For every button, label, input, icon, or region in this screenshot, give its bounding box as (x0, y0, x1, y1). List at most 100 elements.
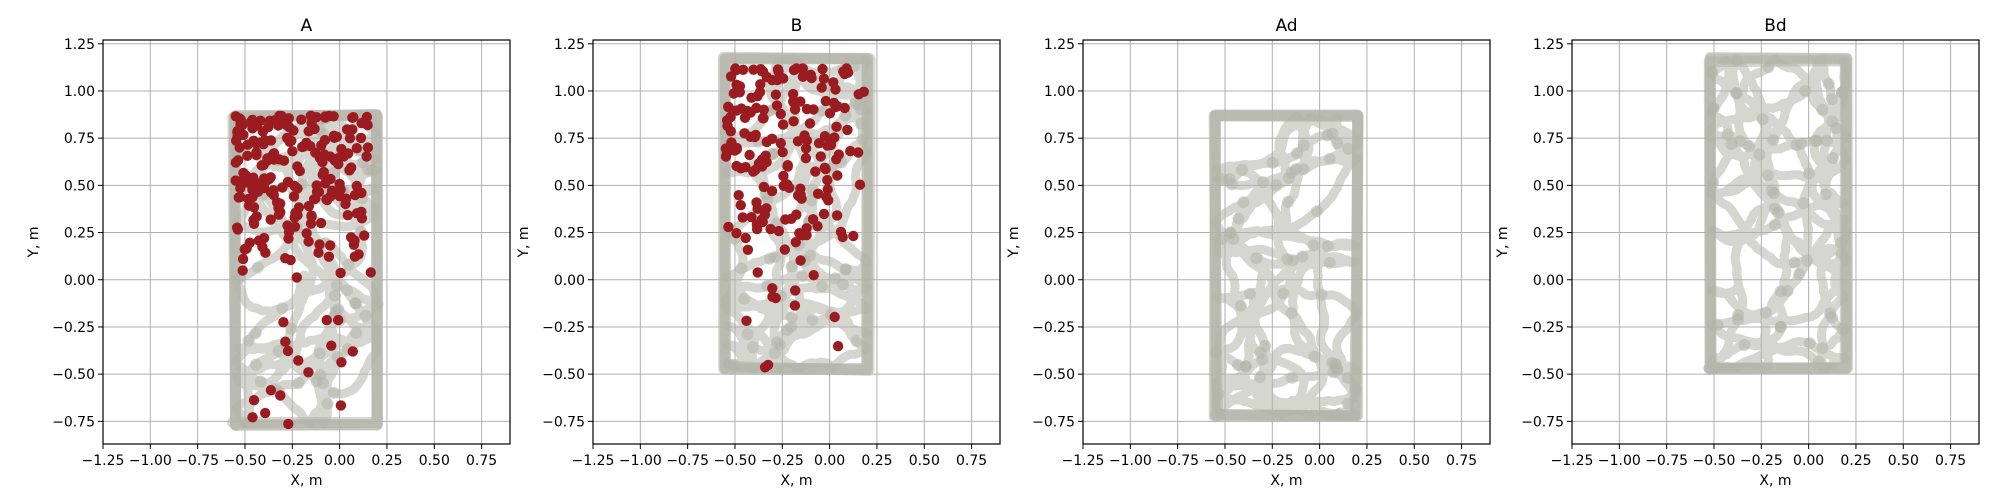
trajectory-point (1212, 387, 1225, 400)
highlight-point (349, 189, 361, 201)
highlight-point (351, 143, 362, 154)
x-tick-label: 0.75 (956, 453, 987, 469)
y-tick-label: 1.00 (1044, 84, 1075, 100)
x-tick-label: 0.25 (371, 453, 402, 469)
y-tick-label: 1.25 (554, 37, 585, 53)
highlight-point (751, 219, 763, 230)
highlight-point (335, 400, 347, 411)
trajectory-point (1795, 137, 1808, 150)
highlight-point (767, 283, 778, 294)
trajectory-point (1282, 172, 1295, 185)
highlight-point (344, 165, 355, 176)
trajectory-point (327, 386, 340, 399)
highlight-point (800, 153, 812, 164)
x-tick-label: 0.50 (909, 453, 940, 469)
trajectory-series (1208, 109, 1364, 423)
trajectory-point (1761, 169, 1774, 182)
y-tick-label: −0.50 (52, 367, 95, 383)
y-tick-label: 0.00 (1533, 273, 1564, 289)
y-axis-label: Y, m (1495, 226, 1511, 258)
highlight-point (835, 226, 847, 238)
highlight-point (323, 251, 335, 262)
trajectory-point (1234, 299, 1247, 312)
highlight-point (291, 272, 302, 283)
highlight-point (742, 105, 753, 117)
highlight-point (248, 395, 260, 406)
trajectory-point (251, 261, 264, 274)
highlight-point (791, 209, 802, 220)
highlight-point (248, 202, 260, 213)
highlight-point (338, 151, 349, 162)
plot-area (1208, 109, 1364, 423)
x-tick-label: −0.25 (761, 453, 804, 469)
trajectory-point (1803, 337, 1816, 350)
trajectory-point (365, 164, 378, 177)
highlight-point (265, 385, 277, 396)
highlight-point (795, 255, 806, 266)
highlight-point (755, 79, 766, 90)
y-tick-label: 0.50 (1533, 178, 1564, 194)
highlight-point (778, 180, 789, 191)
highlight-point (819, 162, 830, 173)
highlight-point (830, 84, 841, 95)
highlight-point (800, 143, 812, 154)
trajectory-point (329, 305, 342, 318)
x-tick-label: −1.00 (1598, 453, 1641, 469)
highlight-point (335, 267, 346, 279)
x-tick-label: 0.00 (1304, 453, 1335, 469)
highlight-point (333, 158, 344, 170)
trajectory-point (317, 377, 329, 390)
x-axis-label: X, m (780, 473, 812, 489)
trajectory-point (1781, 285, 1794, 297)
highlight-point (365, 267, 376, 278)
trajectory-point (254, 375, 267, 388)
highlight-point (726, 137, 737, 148)
trajectory-point (1286, 254, 1299, 267)
x-tick-label: −1.25 (572, 453, 615, 469)
highlight-point (281, 132, 293, 144)
trajectory-point (1767, 187, 1780, 200)
y-tick-label: 0.50 (64, 178, 95, 194)
trajectory-point (1254, 346, 1267, 359)
highlight-point (326, 340, 337, 351)
highlight-point (265, 214, 276, 225)
x-tick-label: −1.25 (82, 453, 125, 469)
highlight-point (787, 88, 799, 100)
highlight-point (361, 151, 372, 162)
trajectory-point (1769, 218, 1781, 231)
x-tick-label: 0.00 (324, 453, 355, 469)
highlight-point (289, 221, 301, 232)
trajectory-point (1326, 127, 1339, 140)
highlight-point (822, 184, 833, 195)
y-axis-label: Y, m (1006, 226, 1022, 258)
highlight-point (247, 192, 258, 203)
highlight-point (842, 124, 853, 136)
trajectory-point (330, 279, 343, 292)
highlight-point (230, 175, 241, 186)
x-tick-label: 0.25 (1840, 453, 1871, 469)
y-tick-label: 0.50 (554, 178, 585, 194)
highlight-point (348, 112, 359, 123)
highlight-point (237, 265, 248, 276)
x-tick-label: 0.50 (419, 453, 450, 469)
highlight-point (260, 176, 271, 187)
subplot-3: −1.25 −1.00 −0.75 −0.50 −0.25 0.00 0.25 0.50 0.7… (1006, 16, 1491, 489)
trajectory-point (1308, 350, 1321, 363)
highlight-point (829, 311, 840, 323)
highlight-point (751, 197, 762, 208)
trajectory-point (1753, 148, 1766, 161)
highlight-point (766, 185, 778, 197)
trajectory-point (1239, 360, 1252, 373)
trajectory-point (1762, 61, 1775, 74)
y-axis-label: Y, m (26, 226, 42, 258)
x-tick-label: −0.50 (224, 453, 267, 469)
x-axis-label: X, m (290, 473, 322, 489)
trajectory-point (350, 326, 363, 339)
highlight-point (848, 230, 859, 242)
highlight-point (313, 247, 324, 258)
highlight-point (275, 390, 286, 401)
highlight-point (731, 105, 742, 116)
trajectory-point (1827, 152, 1839, 164)
trajectory-point (763, 252, 776, 265)
x-tick-label: 0.50 (1888, 453, 1919, 469)
